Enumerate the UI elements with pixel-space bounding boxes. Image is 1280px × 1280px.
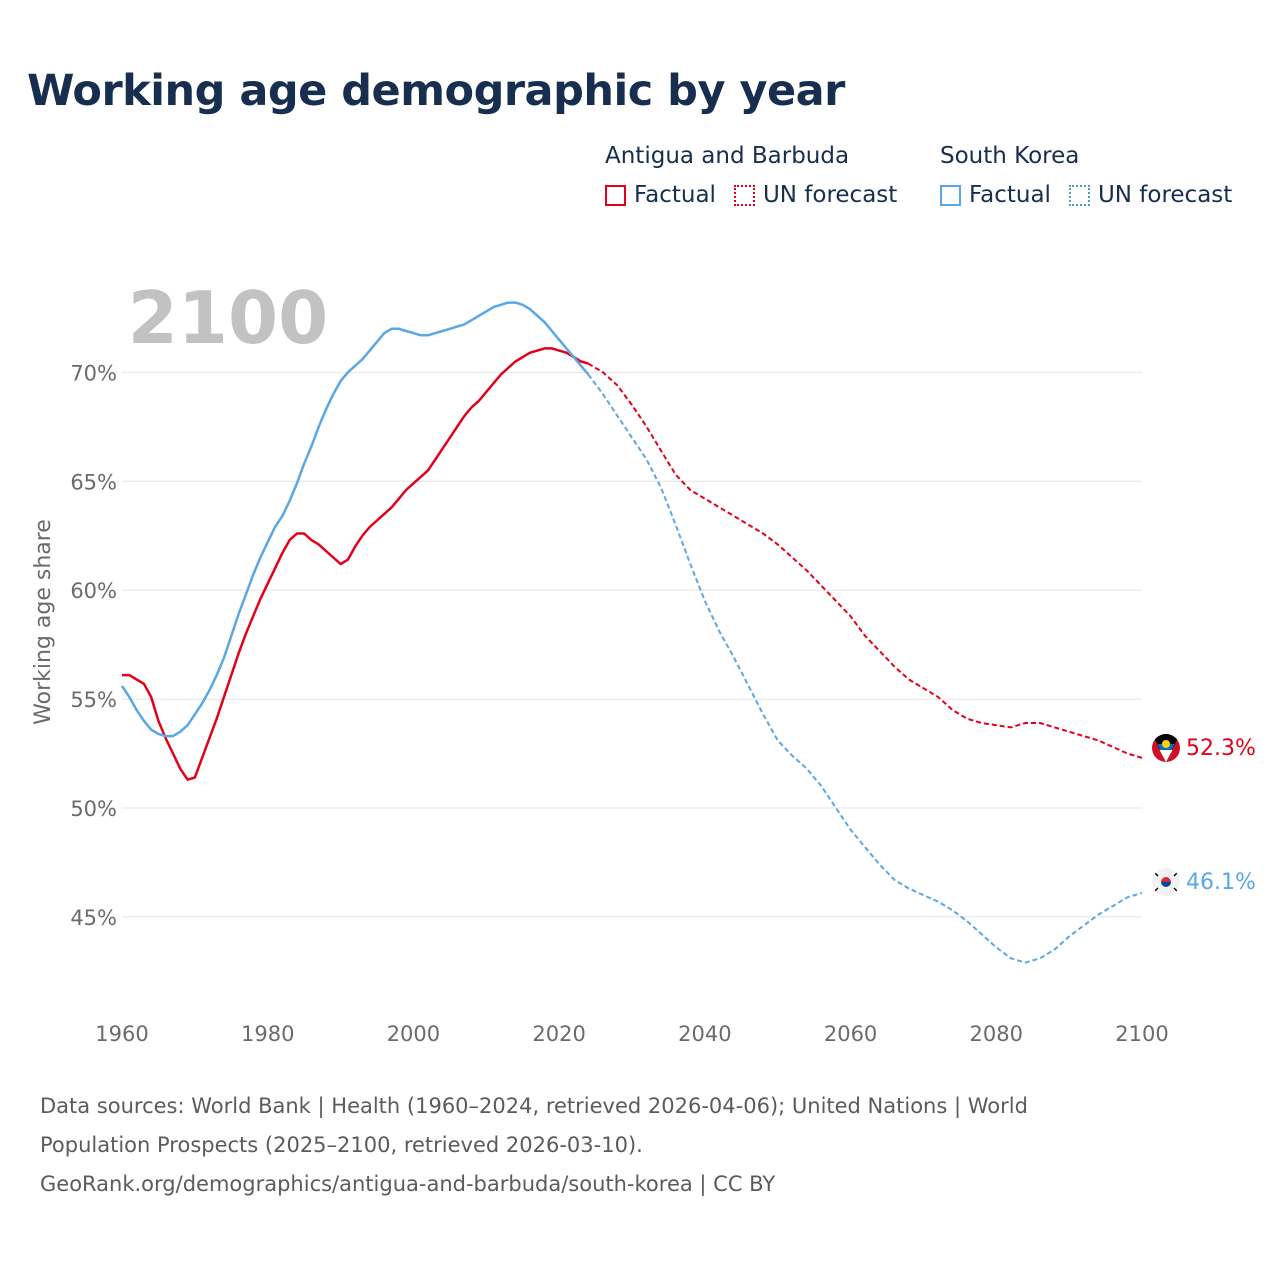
x-tick-label: 2080 [970,1022,1023,1046]
legend-group-name: South Korea [940,143,1080,169]
end-value-label-antigua: 52.3% [1186,736,1256,761]
forecast-line-antigua [587,362,1143,759]
y-tick-label: 60% [70,579,117,603]
legend-swatch-solid [940,184,961,206]
legend-item-antigua-forecast[interactable]: UN forecast [733,182,898,208]
source-line: Population Prospects (2025–2100, retriev… [40,1133,643,1157]
legend-swatch-solid [605,184,626,206]
x-tick-label: 2000 [387,1022,440,1046]
legend-label: Factual [634,182,716,208]
x-tick-label: 2060 [824,1022,877,1046]
year-watermark: 2100 [128,276,328,360]
legend-row: Factual UN forecast [940,182,1250,208]
x-tick-label: 2100 [1115,1022,1168,1046]
legend-label: UN forecast [762,182,898,208]
legend-item-korea-factual[interactable]: Factual [940,182,1051,208]
x-tick-label: 2020 [532,1022,585,1046]
x-tick-labels: 1960 1980 2000 2020 2040 2060 2080 2100 [95,1022,1168,1046]
x-tick-label: 1980 [241,1022,294,1046]
y-tick-label: 45% [70,906,117,930]
end-value-label-south-korea: 46.1% [1186,870,1256,895]
y-tick-label: 70% [70,361,117,385]
gridlines [122,371,1142,918]
y-tick-label: 55% [70,688,117,712]
x-tick-label: 1960 [95,1022,148,1046]
source-line: Data sources: World Bank | Health (1960–… [40,1094,1028,1118]
legend-row: Factual UN forecast [605,182,915,208]
south-korea-flag-icon [1152,868,1180,896]
factual-line-south-korea [120,301,590,738]
source-line: GeoRank.org/demographics/antigua-and-bar… [40,1172,776,1196]
legend-swatch-dotted [733,184,755,206]
legend-item-antigua-factual[interactable]: Factual [605,182,716,208]
legend-label: UN forecast [1097,182,1233,208]
chart-title: Working age demographic by year [27,66,845,116]
y-axis-label: Working age share [31,519,56,725]
y-tick-label: 65% [70,470,117,494]
y-tick-label: 50% [70,797,117,821]
legend-group-name: Antigua and Barbuda [605,143,850,169]
y-tick-labels: 45% 50% 55% 60% 65% 70% [70,361,117,930]
source-note: Data sources: World Bank | Health (1960–… [40,1087,1240,1204]
series-lines [120,301,1143,964]
factual-line-antigua [122,347,589,781]
line-chart: 45% 50% 55% 60% 65% 70% 1960 1980 2000 2020 2040 2… [31,276,1256,1046]
legend-item-korea-forecast[interactable]: UN forecast [1068,182,1233,208]
legend-group-antigua: Antigua and Barbuda Factual UN forecast [605,143,915,208]
legend-swatch-dotted [1068,184,1090,206]
legend-group-south-korea: South Korea Factual UN forecast [940,143,1250,208]
legend-label: Factual [969,182,1051,208]
antigua-flag-icon [1152,734,1180,762]
forecast-line-south-korea [587,373,1143,964]
x-tick-label: 2040 [678,1022,731,1046]
